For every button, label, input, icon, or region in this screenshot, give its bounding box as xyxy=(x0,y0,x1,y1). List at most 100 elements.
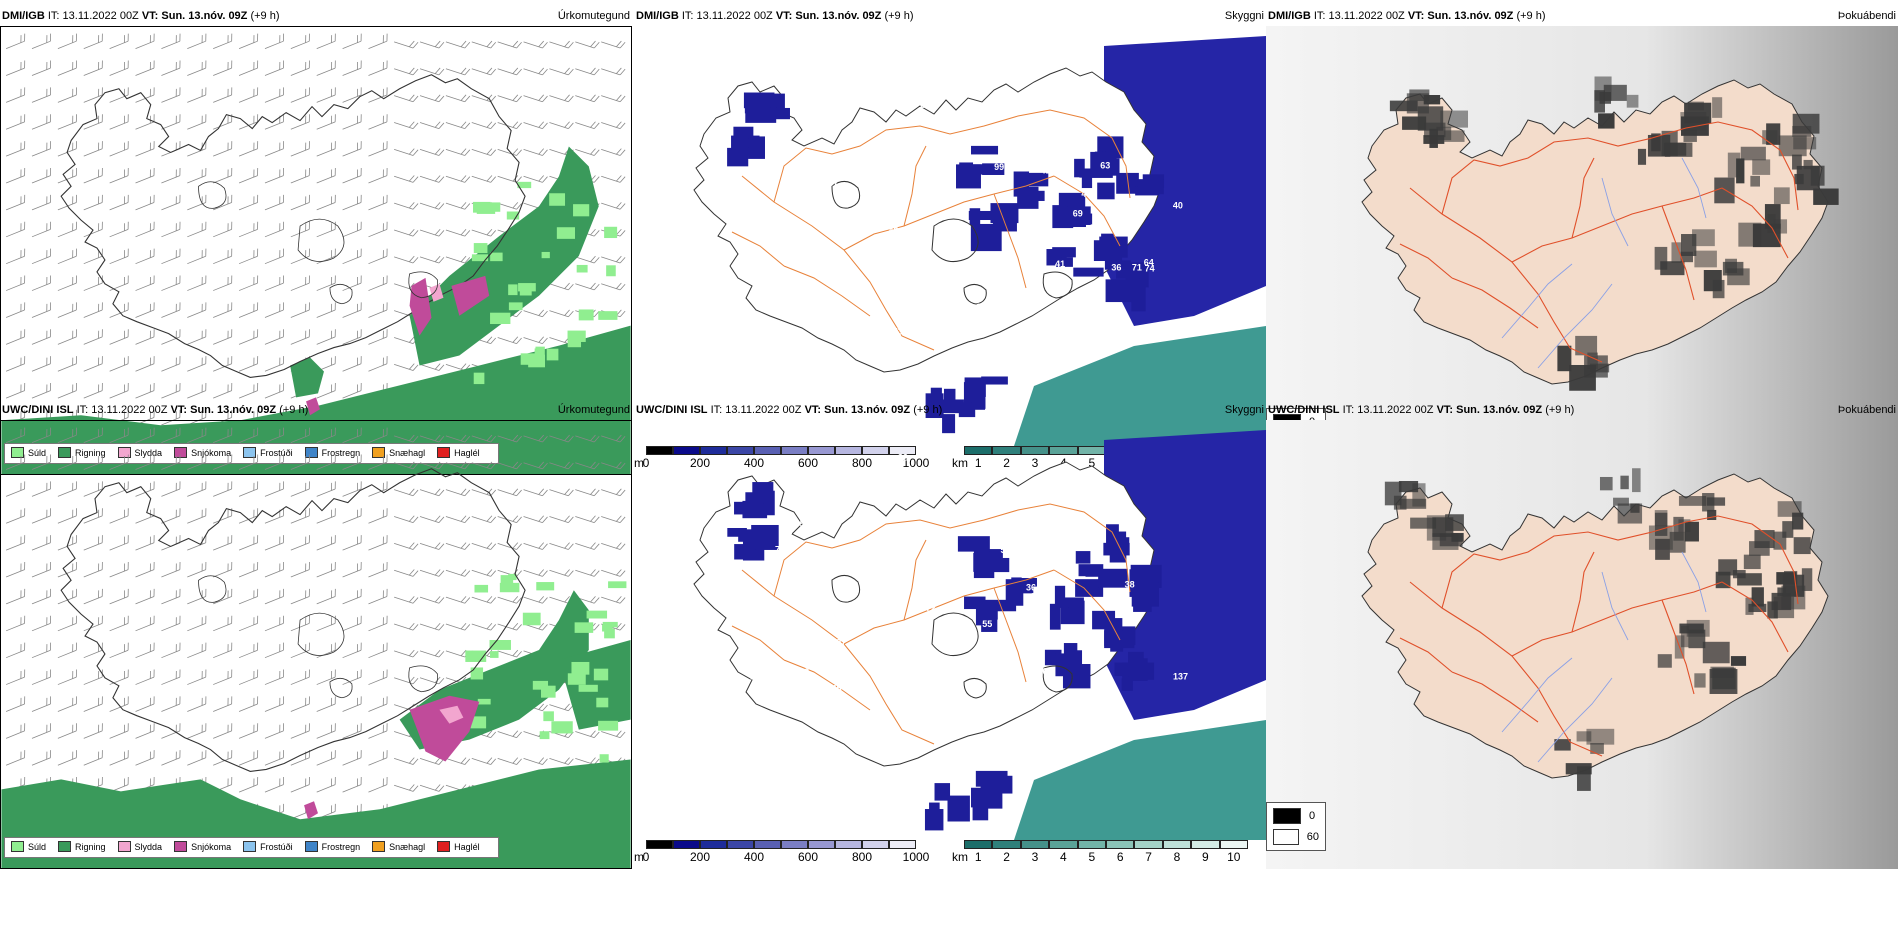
colorbar-cell xyxy=(1049,446,1078,455)
cloud-base-value: 55 xyxy=(740,64,750,74)
cloud-base-value: 55 xyxy=(982,619,992,629)
river-network xyxy=(1501,551,1707,763)
iceland-outline xyxy=(60,468,526,772)
cloud-base-value: 45 xyxy=(1084,249,1094,259)
colorbar-cell xyxy=(781,446,808,455)
legend-swatch xyxy=(437,447,451,458)
cloud-base-colorbar: m 0 200 400 600 800 1000 xyxy=(634,840,934,864)
legend-label: Rigning xyxy=(75,447,106,458)
river-network xyxy=(1501,157,1707,369)
panel-header: UWC/DINI ISL IT: 13.11.2022 00Z VT: Sun.… xyxy=(636,404,1264,420)
legend-label: Slydda xyxy=(134,447,163,458)
colorbar-cell xyxy=(964,840,993,849)
model-row: UWC/DINI ISL IT: 13.11.2022 00Z VT: Sun.… xyxy=(0,404,1900,874)
cloud-base-value: 41 xyxy=(1105,513,1115,523)
snow-area xyxy=(306,275,490,416)
cloud-base-value: 36 xyxy=(1087,719,1097,729)
colorbar-cell xyxy=(862,840,889,849)
panel-header: DMI/IGB IT: 13.11.2022 00Z VT: Sun. 13.n… xyxy=(1268,10,1896,26)
cloud-base-value: 44 xyxy=(963,153,973,163)
cloud-base-value: 68 xyxy=(1057,556,1067,566)
colorbar-unit: km xyxy=(952,850,968,864)
cloud-base-value: 92 xyxy=(881,502,891,512)
colorbar-cell xyxy=(673,446,700,455)
colorbar-label: 3 xyxy=(1031,456,1039,470)
valid-time: Sun. 13.nóv. 09Z xyxy=(824,404,911,416)
cloud-base-value: 172 xyxy=(1117,712,1132,722)
colorbar-label: 0 xyxy=(642,456,650,470)
iceland-outline xyxy=(1361,473,1829,779)
cloud-base-value: 28 xyxy=(1052,559,1062,569)
colorbar-label: 1000 xyxy=(902,456,930,470)
colorbar-cell xyxy=(992,446,1021,455)
panel-title: Þokuábendi xyxy=(1837,404,1896,416)
lead-time: (+9 h) xyxy=(884,10,914,22)
cloud-base-value: 99 xyxy=(994,162,1004,172)
legend-label: Snjókoma xyxy=(191,841,232,852)
precipitation-legend: Súld Rigning Slydda Snjókoma Frostúði Frostre… xyxy=(4,837,499,858)
colorbar-cell xyxy=(1049,840,1078,849)
colorbar-label: 4 xyxy=(1060,850,1067,864)
glacier-outlines xyxy=(198,575,439,699)
cloud-base-value: 74 xyxy=(1145,264,1155,274)
legend-label: Slydda xyxy=(134,841,163,852)
init-time-label: IT: xyxy=(710,404,723,416)
drizzle-area xyxy=(465,573,627,763)
cloud-base-value: 71 xyxy=(1132,263,1142,273)
colorbar-cell xyxy=(754,446,781,455)
fog-indicator-map xyxy=(1266,26,1898,475)
cloud-base-value: 137 xyxy=(1173,672,1188,682)
cloud-base-value: 48 xyxy=(866,176,876,186)
cloud-base-value: 84 xyxy=(967,190,977,200)
fog-dark-areas xyxy=(1389,76,1839,391)
model-name: UWC/DINI ISL xyxy=(2,404,74,416)
legend-swatch xyxy=(437,841,451,852)
cloud-base-value: 86 xyxy=(783,531,793,541)
cloud-base-value: 49 xyxy=(942,473,952,483)
colorbar-label: 5 xyxy=(1088,456,1096,470)
colorbar-cell xyxy=(1106,840,1135,849)
legend-swatch xyxy=(243,841,257,852)
cloud-base-value: 36 xyxy=(1026,583,1036,593)
cloud-base-value: 49 xyxy=(966,635,976,645)
legend-label: Rigning xyxy=(75,841,106,852)
valid-time: Sun. 13.nóv. 09Z xyxy=(161,10,248,22)
legend-swatch xyxy=(304,447,318,458)
colorbar-cell xyxy=(700,446,727,455)
valid-time-label: VT: xyxy=(1436,404,1454,416)
legend-label: Snæhagl xyxy=(389,841,426,852)
legend-label: Haglél xyxy=(454,841,480,852)
cloud-base-value: 64 xyxy=(845,216,855,226)
cloud-base-value: 98 xyxy=(823,701,833,711)
panel-title: Skyggni xyxy=(1224,10,1264,22)
colorbar-label: 2 xyxy=(1003,850,1010,864)
legend-item: Snjókoma xyxy=(174,447,231,458)
low-visibility-sea xyxy=(1014,36,1266,446)
legend-swatch xyxy=(117,447,131,458)
visibility-panel: UWC/DINI ISL IT: 13.11.2022 00Z VT: Sun.… xyxy=(634,404,1266,869)
legend-swatch xyxy=(174,447,188,458)
legend-label: Frostregn xyxy=(321,447,361,458)
colorbar-cell xyxy=(1162,840,1192,849)
cloud-base-value: 39 xyxy=(796,290,806,300)
fog-legend-swatch xyxy=(1273,808,1301,824)
cloud-base-value: 89 xyxy=(1095,492,1105,502)
colorbar-label: 1 xyxy=(974,850,982,864)
cloud-base-value: 70 xyxy=(775,545,785,555)
low-cloud-areas xyxy=(727,482,1162,831)
cloud-base-value: 66 xyxy=(976,302,986,312)
colorbar-label: 1 xyxy=(974,456,982,470)
colorbar-label: 5 xyxy=(1088,850,1096,864)
legend-swatch xyxy=(117,841,131,852)
valid-time: Sun. 13.nóv. 09Z xyxy=(795,10,882,22)
model-name: DMI/IGB xyxy=(636,10,679,22)
legend-swatch xyxy=(11,447,24,458)
precipitation-map xyxy=(0,420,632,869)
cloud-base-value: 29 xyxy=(775,687,785,697)
fog-legend-swatch xyxy=(1273,829,1299,845)
fog-indicator-panel: UWC/DINI ISL IT: 13.11.2022 00Z VT: Sun.… xyxy=(1266,404,1898,869)
cloud-base-value: 63 xyxy=(1100,160,1110,170)
legend-item: Frostregn xyxy=(304,447,361,458)
